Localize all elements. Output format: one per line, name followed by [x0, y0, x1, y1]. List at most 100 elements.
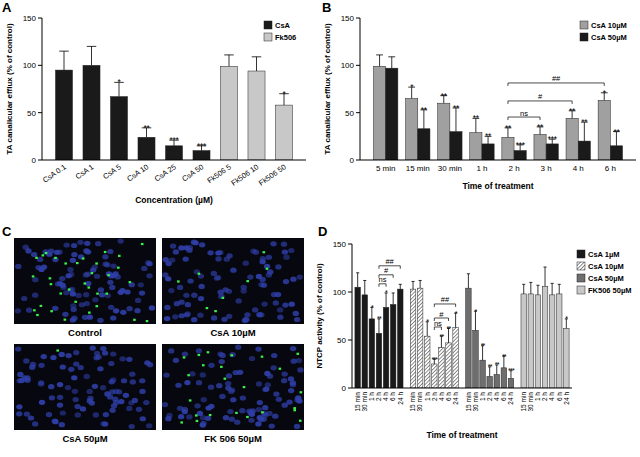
- nucleus: [103, 412, 109, 417]
- nucleus: [264, 264, 270, 269]
- y-axis: [42, 18, 43, 160]
- significance: *: [385, 289, 388, 296]
- nucleus: [52, 306, 58, 311]
- error-bar: [543, 267, 546, 286]
- nucleus: [72, 389, 78, 394]
- nucleus: [71, 243, 77, 248]
- nucleus: [110, 315, 116, 320]
- green-signal: [293, 409, 296, 411]
- y-tick-label: 0: [32, 156, 37, 165]
- nucleus: [263, 386, 269, 391]
- nucleus: [178, 414, 184, 419]
- nucleus: [226, 373, 232, 378]
- error-bar: [411, 281, 414, 289]
- nucleus: [169, 257, 175, 262]
- nucleus: [60, 410, 66, 415]
- nucleus: [38, 363, 44, 368]
- y-tick: [38, 18, 42, 19]
- x-tick-label: 4 h: [382, 392, 389, 401]
- nucleus: [247, 274, 253, 279]
- nucleus: [229, 417, 235, 422]
- green-signal: [50, 310, 53, 312]
- nucleus: [227, 409, 233, 414]
- nucleus: [218, 359, 224, 364]
- nucleus: [172, 314, 178, 319]
- y-axis-title: TA canalicular efflux (% of control): [323, 23, 332, 154]
- nucleus: [191, 317, 197, 322]
- nucleus: [37, 257, 43, 262]
- nucleus: [70, 258, 76, 263]
- green-signal: [198, 273, 201, 275]
- nucleus: [266, 255, 272, 260]
- nucleus: [15, 264, 21, 269]
- y-tick: [356, 65, 360, 66]
- nucleus: [297, 367, 303, 372]
- x-tick-label: CsA 0.1: [41, 162, 68, 184]
- green-signal: [224, 378, 227, 380]
- bar: [355, 287, 361, 388]
- nucleus: [201, 397, 207, 402]
- nucleus: [68, 272, 74, 277]
- nucleus: [104, 391, 110, 396]
- significance: ***: [548, 134, 558, 144]
- nucleus: [149, 305, 155, 310]
- nucleus: [219, 353, 225, 358]
- green-signal: [230, 354, 233, 356]
- x-tick-label: 1 h: [479, 392, 486, 401]
- nucleus: [208, 363, 214, 368]
- x-tick-label: Fk506 10: [229, 162, 260, 187]
- nucleus: [41, 354, 47, 359]
- significance: **: [377, 315, 382, 322]
- green-signal: [64, 319, 67, 321]
- x-tick-label: 1 h: [476, 164, 487, 173]
- bar: [248, 71, 265, 160]
- nucleus: [16, 404, 22, 409]
- nucleus: [105, 293, 111, 298]
- nucleus: [121, 378, 127, 383]
- x-tick-label: CsA 1: [74, 162, 96, 181]
- micrograph: [14, 344, 156, 430]
- nucleus: [226, 289, 232, 294]
- bar: [508, 378, 514, 388]
- x-tick-label: 24 h: [507, 392, 514, 405]
- nucleus: [123, 393, 129, 398]
- nucleus: [21, 296, 27, 301]
- nucleus: [249, 356, 255, 361]
- x-tick-label: 30 min: [416, 392, 423, 412]
- significance: *: [282, 89, 286, 99]
- green-signal: [209, 414, 212, 416]
- x-tick-label: Fk506 50: [257, 162, 288, 187]
- x-tick-label: 15 min: [465, 392, 472, 412]
- error-bar: [388, 57, 395, 68]
- nucleus: [261, 283, 267, 288]
- legend-swatch: [264, 33, 272, 41]
- green-signal: [246, 280, 249, 282]
- x-tick-label: CsA 25: [153, 162, 178, 183]
- significance: **: [439, 333, 444, 340]
- legend: CsAFk506: [264, 21, 296, 42]
- image-label: CsA 10µM: [210, 327, 255, 338]
- nucleus: [132, 398, 138, 403]
- bar: [110, 97, 127, 160]
- nucleus: [52, 419, 58, 424]
- nucleus: [191, 293, 197, 298]
- green-signal: [189, 399, 192, 401]
- nucleus: [241, 285, 247, 290]
- nucleus: [97, 318, 103, 323]
- legend-label: CsA 1µM: [588, 250, 620, 259]
- nucleus: [38, 380, 44, 385]
- nucleus: [281, 378, 287, 383]
- significance: **: [495, 361, 500, 368]
- y-tick-label: 100: [23, 61, 37, 70]
- error-bar: [87, 46, 97, 65]
- y-tick: [356, 112, 360, 113]
- significance: *: [603, 88, 607, 98]
- y-tick: [356, 18, 360, 19]
- x-tick-label: 2 h: [431, 392, 438, 401]
- nucleus: [196, 348, 202, 353]
- nucleus: [108, 361, 114, 366]
- bar: [610, 146, 622, 160]
- figure: A**********050100150CsA 0.1CsA 1CsA 5CsA…: [0, 0, 640, 457]
- error-bar: [252, 57, 262, 71]
- significance: **: [485, 131, 492, 141]
